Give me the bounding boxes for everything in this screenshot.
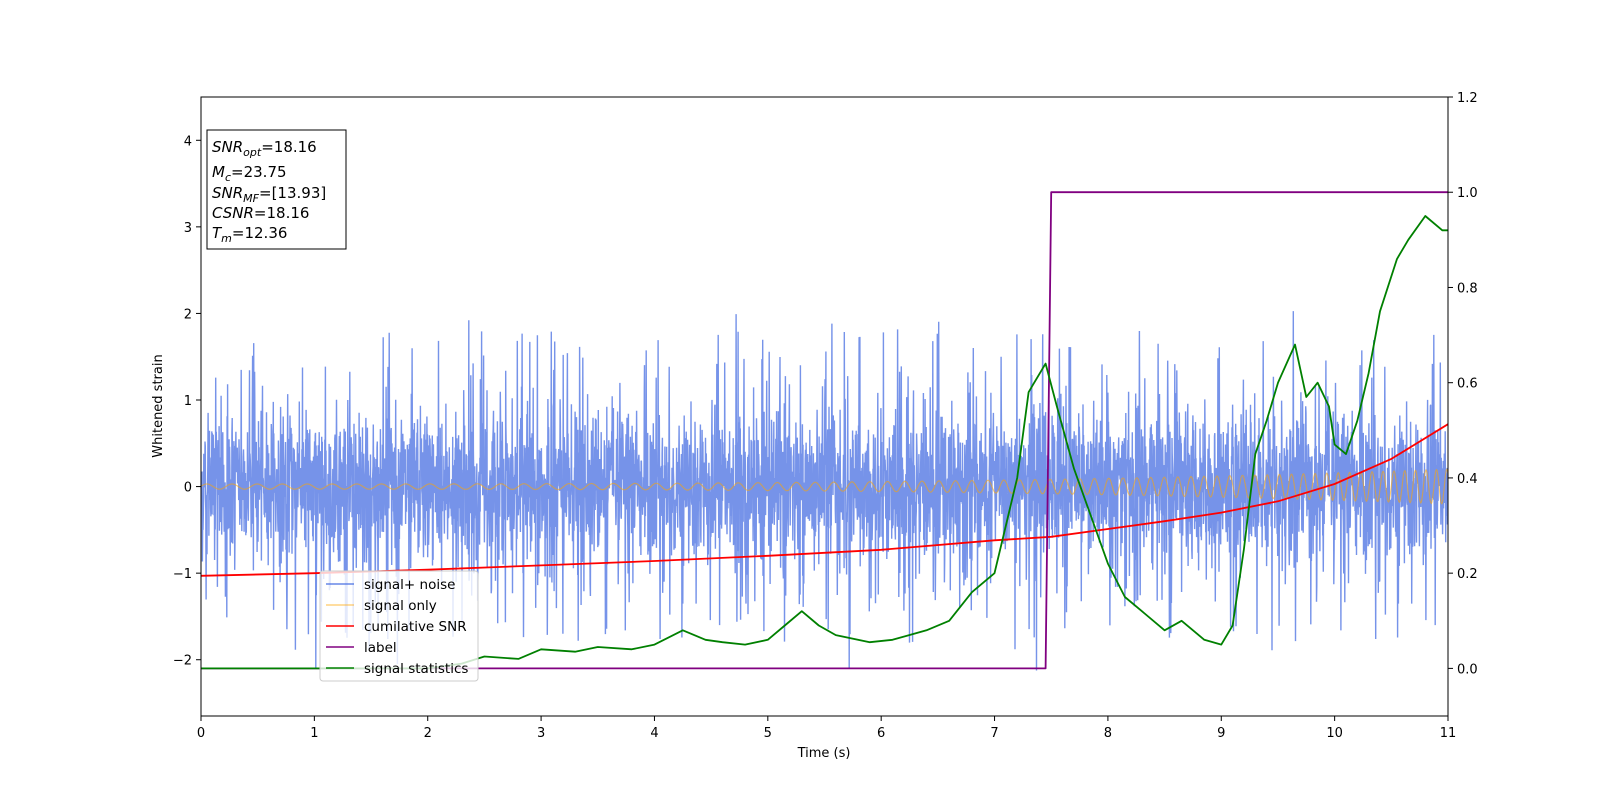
y-left-tick-label: 1 [184, 394, 192, 409]
legend-item-cumulative-snr: cumilative SNR [326, 619, 467, 635]
series-cumulative-snr [201, 423, 1448, 577]
y-left-tick-label: 2 [184, 307, 192, 322]
x-tick-label: 9 [1217, 726, 1225, 741]
x-tick-label: 3 [537, 726, 545, 741]
y-left-tick-label: −2 [173, 654, 192, 669]
y-left-tick-label: 4 [184, 134, 192, 149]
info-csnr: CSNR=18.16 [212, 204, 309, 222]
axis-ticks: 0 1 2 3 4 5 6 7 8 9 10 11 −2 −1 0 1 2 3 4 0.0 0.2 0.4 0.6 0.8 1.… [173, 91, 1478, 741]
y-right-tick-label: 0.4 [1457, 472, 1478, 487]
y-right-tick-label: 0.0 [1457, 662, 1478, 677]
legend-label-label: label [364, 640, 397, 656]
legend-frame [319, 570, 479, 682]
x-tick-label: 6 [877, 726, 885, 741]
y-right-tick-label: 1.0 [1457, 186, 1478, 201]
x-tick-label: 10 [1326, 726, 1343, 741]
axes-frame [200, 96, 1449, 717]
x-tick-label: 1 [310, 726, 318, 741]
info-tm: Tm=12.36 [212, 224, 287, 245]
series-signal-only [201, 468, 1448, 505]
series-signal-noise [201, 311, 1448, 671]
x-tick-label: 0 [197, 726, 205, 741]
info-chirp-mass: Mc=23.75 [212, 163, 287, 184]
legend-item-signal-only: signal only [326, 598, 437, 614]
x-tick-label: 8 [1104, 726, 1112, 741]
series-signal-statistics [201, 215, 1448, 670]
legend-item-signal-statistics: signal statistics [326, 661, 468, 677]
x-axis-label: Time (s) [797, 746, 851, 761]
info-box-frame [206, 129, 347, 250]
series-label [201, 191, 1448, 670]
x-tick-label: 2 [424, 726, 432, 741]
x-tick-label: 7 [990, 726, 998, 741]
legend-item-signal-noise: signal+ noise [326, 577, 455, 593]
info-snr-opt: SNRopt=18.16 [212, 138, 317, 159]
y-left-tick-label: −1 [173, 567, 192, 582]
y-left-tick-label: 0 [184, 481, 192, 496]
legend: signal+ noise signal only cumilative SNR… [319, 570, 479, 682]
legend-label-signal-only: signal only [364, 598, 437, 614]
y-axis-label: Whitened strain [151, 354, 166, 457]
y-right-tick-label: 1.2 [1457, 91, 1478, 106]
y-right-tick-label: 0.8 [1457, 281, 1478, 296]
x-tick-label: 4 [650, 726, 658, 741]
legend-label-signal-statistics: signal statistics [364, 661, 468, 677]
info-box: SNRopt=18.16 Mc=23.75 SNRMF=[13.93] CSNR… [206, 129, 347, 250]
x-tick-label: 11 [1440, 726, 1457, 741]
x-tick-label: 5 [764, 726, 772, 741]
legend-item-label: label [326, 640, 397, 656]
y-right-tick-label: 0.2 [1457, 567, 1478, 582]
y-right-tick-label: 0.6 [1457, 377, 1478, 392]
plot-area [201, 191, 1448, 671]
legend-label-signal-noise: signal+ noise [364, 577, 455, 593]
info-snr-mf: SNRMF=[13.93] [212, 184, 326, 205]
legend-label-cumulative-snr: cumilative SNR [364, 619, 467, 635]
y-left-tick-label: 3 [184, 221, 192, 236]
